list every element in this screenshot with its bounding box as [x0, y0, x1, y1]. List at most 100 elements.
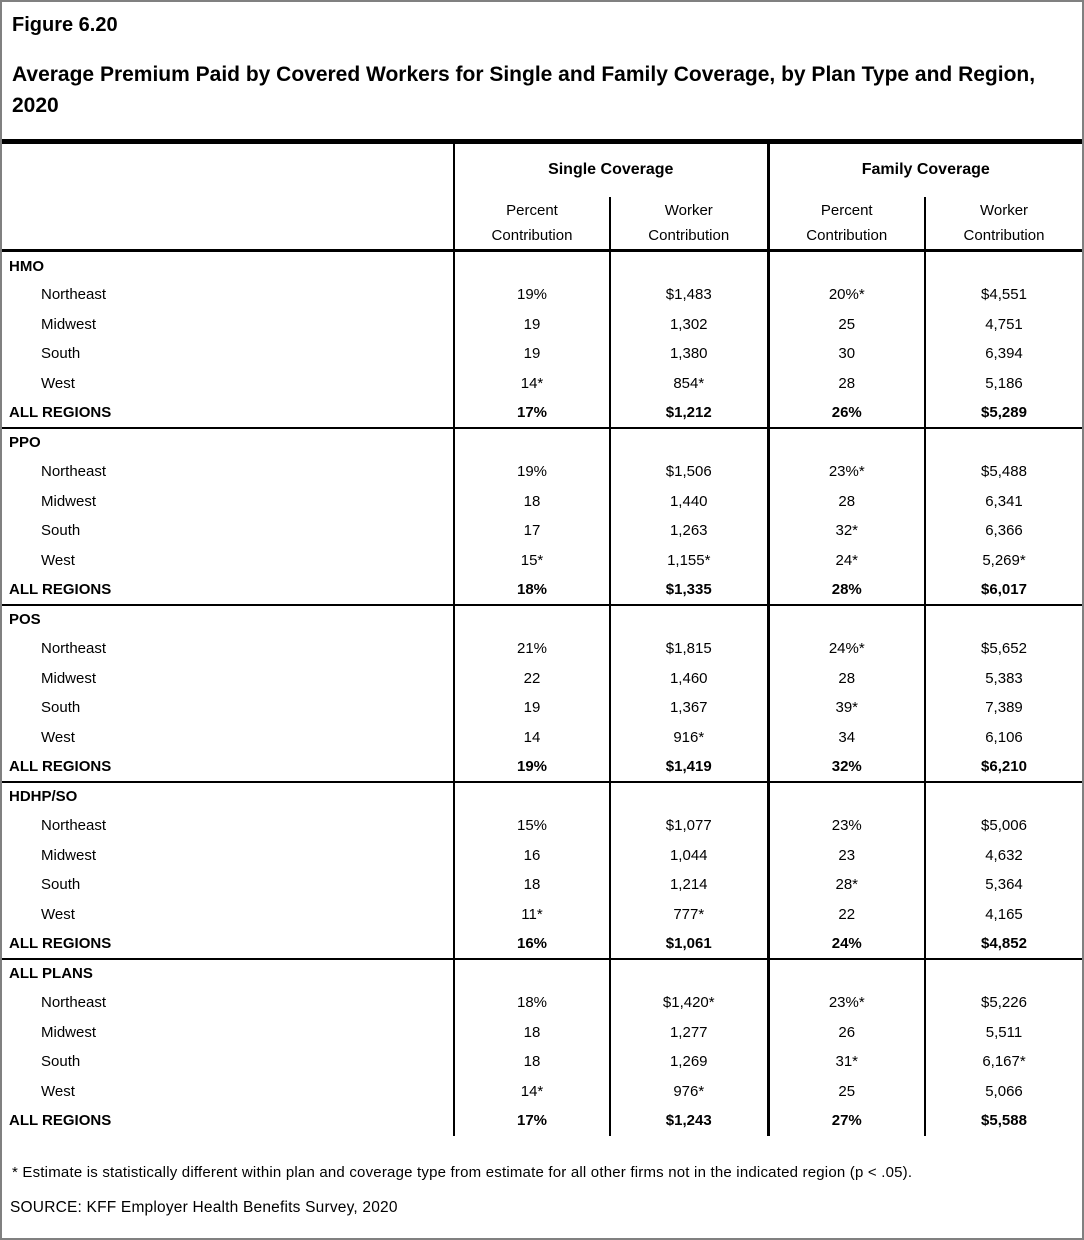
region-row-all-plans-south: South 18 1,269 31* 6,167*: [2, 1047, 1082, 1077]
value-cell: 25: [768, 309, 926, 339]
value-cell: 6,167*: [982, 1053, 1026, 1071]
all-regions-label-cell: ALL REGIONS: [2, 575, 455, 606]
source-line: SOURCE: KFF Employer Health Benefits Sur…: [10, 1198, 398, 1216]
value-cell: $1,815: [610, 634, 770, 664]
region-row-hdhp-so-south: South 18 1,214 28* 5,364: [2, 870, 1082, 900]
plan-name-cell: PPO: [2, 427, 455, 457]
value-cell: 24%*: [768, 634, 926, 664]
empty-cell: [768, 958, 926, 988]
value-cell: $1,506: [610, 457, 770, 487]
empty-cell: [768, 781, 926, 811]
all-regions-row-hdhp-so: ALL REGIONS 16% $1,061 24% $4,852: [2, 929, 1082, 960]
value-cell: 1,269: [610, 1047, 770, 1077]
value-cell: 1,440: [610, 486, 770, 516]
empty-cell: [610, 604, 770, 634]
value-cell: $5,226: [981, 994, 1027, 1012]
region-row-hdhp-so-midwest: Midwest 16 1,044 23 4,632: [2, 840, 1082, 870]
total-value-cell: $6,017: [925, 575, 1082, 606]
value-cell: 18: [454, 870, 611, 900]
value-cell: 976*: [610, 1076, 770, 1106]
total-value-cell: 26%: [768, 398, 926, 429]
single-percent-contribution-header: Percent Contribution: [454, 196, 611, 252]
plan-name-cell: HDHP/SO: [2, 781, 455, 811]
value-cell: 11*: [454, 899, 611, 929]
value-cell: 1,367: [610, 693, 770, 723]
region-label-cell: Northeast: [2, 634, 455, 664]
value-cell: 7,389: [985, 699, 1023, 717]
value-cell: 19: [454, 339, 611, 369]
value-cell: 5,511: [985, 1023, 1023, 1041]
value-cell: 22: [768, 899, 926, 929]
region-label-cell: West: [2, 1076, 455, 1106]
region-label-cell: West: [2, 545, 455, 575]
empty-cell: [610, 427, 770, 457]
value-cell: 20%*: [768, 280, 926, 310]
value-cell: 19: [454, 693, 611, 723]
plan-name-cell: HMO: [2, 250, 455, 280]
value-cell: 14: [454, 722, 611, 752]
empty-cell: [454, 427, 611, 457]
all-regions-label-cell: ALL REGIONS: [2, 929, 455, 960]
total-value-cell: 18%: [454, 575, 611, 606]
empty-cell: [925, 605, 1082, 635]
total-value-cell: $1,335: [610, 575, 770, 606]
plan-row-all-plans: ALL PLANS: [2, 958, 1082, 988]
value-cell: 30: [768, 339, 926, 369]
total-value-cell: 24%: [768, 929, 926, 960]
region-row-all-plans-midwest: Midwest 18 1,277 26 5,511: [2, 1017, 1082, 1047]
region-label-cell: South: [2, 693, 455, 723]
region-label-cell: Northeast: [2, 280, 455, 310]
all-regions-label-cell: ALL REGIONS: [2, 1106, 455, 1136]
table-body: HMO Northeast 19% $1,483 20%* $4,551 Midwest 19…: [2, 250, 1082, 1136]
empty-cell: [768, 250, 926, 280]
region-label-cell: South: [2, 1047, 455, 1077]
value-cell: 24*: [768, 545, 926, 575]
empty-cell: [610, 250, 770, 280]
empty-cell: [768, 427, 926, 457]
value-cell: 5,383: [985, 669, 1023, 687]
value-cell: 39*: [768, 693, 926, 723]
region-row-all-plans-northeast: Northeast 18% $1,420* 23%* $5,226: [2, 988, 1082, 1018]
value-cell: 6,394: [985, 345, 1023, 363]
value-cell: 6,106: [985, 728, 1023, 746]
corner-cell: [2, 141, 455, 252]
plan-name-cell: ALL PLANS: [2, 958, 455, 988]
region-label-cell: West: [2, 368, 455, 398]
region-row-ppo-west: West 15* 1,155* 24* 5,269*: [2, 545, 1082, 575]
value-cell: 5,186: [985, 374, 1023, 392]
region-label-cell: Midwest: [2, 840, 455, 870]
family-worker-contribution-header: Worker Contribution: [925, 196, 1082, 252]
value-cell: 5,364: [985, 876, 1023, 894]
all-regions-row-pos: ALL REGIONS 19% $1,419 32% $6,210: [2, 752, 1082, 783]
region-row-ppo-northeast: Northeast 19% $1,506 23%* $5,488: [2, 457, 1082, 487]
empty-cell: [454, 250, 611, 280]
value-cell: 18: [454, 486, 611, 516]
value-cell: 1,155*: [610, 545, 770, 575]
plan-row-ppo: PPO: [2, 427, 1082, 457]
value-cell: 19: [454, 309, 611, 339]
value-cell: 25: [768, 1076, 926, 1106]
figure-title: Average Premium Paid by Covered Workers …: [12, 63, 1036, 117]
region-row-pos-south: South 19 1,367 39* 7,389: [2, 693, 1082, 723]
total-value-cell: 19%: [454, 752, 611, 783]
value-cell: 777*: [610, 899, 770, 929]
value-cell: 28: [768, 663, 926, 693]
value-cell: 16: [454, 840, 611, 870]
value-cell: 28: [768, 486, 926, 516]
value-cell: 1,263: [610, 516, 770, 546]
value-cell: 1,302: [610, 309, 770, 339]
value-cell: 23: [768, 840, 926, 870]
value-cell: 23%*: [768, 457, 926, 487]
value-cell: 23%: [768, 811, 926, 841]
value-cell: 916*: [610, 722, 770, 752]
value-cell: $4,551: [981, 286, 1027, 304]
coverage-group-row: Single Coverage Family Coverage: [2, 141, 1082, 252]
family-percent-contribution-header: Percent Contribution: [768, 196, 926, 252]
empty-cell: [454, 781, 611, 811]
value-cell: 32*: [768, 516, 926, 546]
empty-cell: [925, 782, 1082, 812]
single-coverage-header: Single Coverage: [454, 141, 770, 197]
value-cell: 26: [768, 1017, 926, 1047]
value-cell: $1,077: [610, 811, 770, 841]
empty-cell: [768, 604, 926, 634]
